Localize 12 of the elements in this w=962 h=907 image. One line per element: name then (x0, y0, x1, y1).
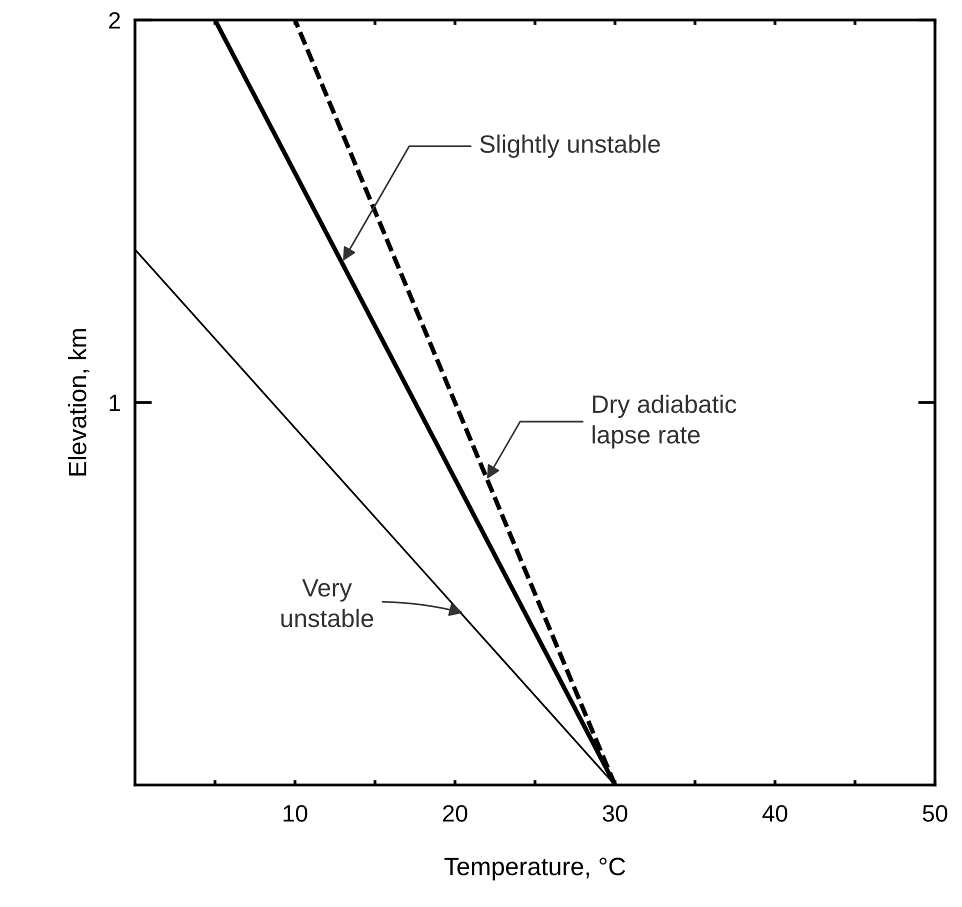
annotation: Very unstable (281, 579, 374, 628)
y-tick-label: 2 (109, 12, 120, 29)
x-tick-label: 10 (284, 805, 308, 822)
annotation: Slightly unstable (480, 134, 660, 158)
x-tick-label: 20 (443, 805, 468, 822)
x-tick-label: 30 (602, 805, 628, 822)
y-axis-title: Elevation, km (68, 329, 90, 476)
x-tick-label: 50 (922, 805, 948, 822)
y-tick-label: 1 (110, 394, 120, 412)
x-tick-label: 40 (762, 805, 788, 822)
annotation: Dry adiabatic lapse rate (592, 394, 736, 449)
x-axis-title: Temperature, °C (444, 858, 626, 880)
